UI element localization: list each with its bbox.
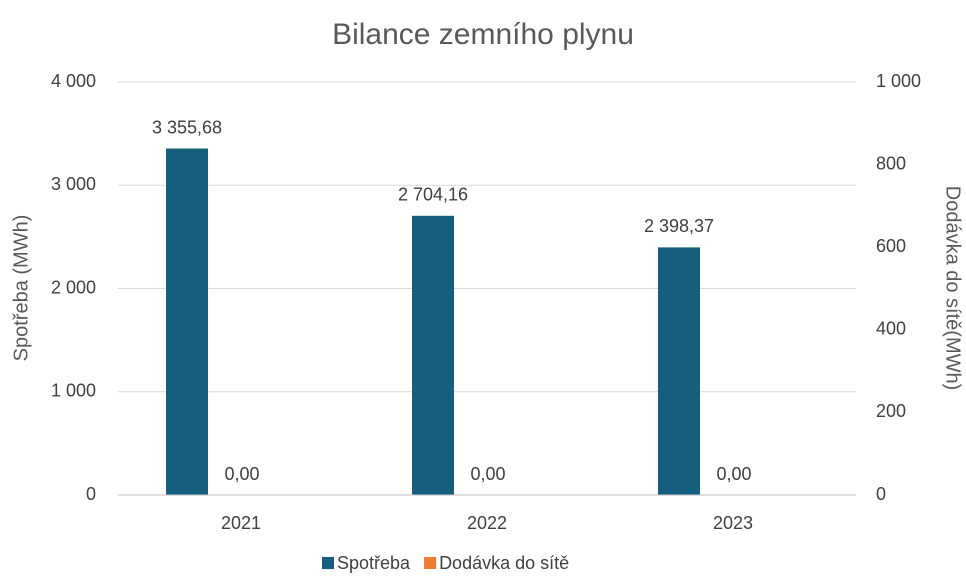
bar xyxy=(166,148,208,495)
x-tick-label: 2021 xyxy=(221,513,261,533)
y2-tick-label: 400 xyxy=(876,319,906,339)
y-tick-label: 2 000 xyxy=(51,277,96,297)
bar xyxy=(658,247,700,495)
y2-tick-label: 0 xyxy=(876,484,886,504)
y2-tick-label: 800 xyxy=(876,153,906,173)
y2-tick-label: 1 000 xyxy=(876,71,921,91)
legend-swatch xyxy=(424,557,437,569)
bar xyxy=(412,215,454,496)
y-tick-label: 1 000 xyxy=(51,381,96,401)
data-label: 0,00 xyxy=(470,464,505,484)
y2-axis-label: Dodávka do sítě(MWh) xyxy=(942,186,964,391)
x-tick-label: 2022 xyxy=(467,513,507,533)
y2-tick-label: 200 xyxy=(876,401,906,421)
y-tick-label: 0 xyxy=(86,484,96,504)
y2-tick-label: 600 xyxy=(876,236,906,256)
data-label: 0,00 xyxy=(716,464,751,484)
y-tick-label: 3 000 xyxy=(51,174,96,194)
data-label: 2 398,37 xyxy=(644,216,714,236)
data-label: 0,00 xyxy=(224,464,259,484)
y-axis-label: Spotřeba (MWh) xyxy=(10,215,32,362)
legend-swatch xyxy=(322,557,334,569)
legend-label: Dodávka do sítě xyxy=(439,553,569,573)
x-tick-label: 2023 xyxy=(713,513,753,533)
data-label: 2 704,16 xyxy=(398,185,468,205)
y-tick-label: 4 000 xyxy=(51,71,96,91)
data-label: 3 355,68 xyxy=(152,117,222,137)
chart-title: Bilance zemního plynu xyxy=(332,18,634,51)
legend-label: Spotřeba xyxy=(337,553,411,573)
